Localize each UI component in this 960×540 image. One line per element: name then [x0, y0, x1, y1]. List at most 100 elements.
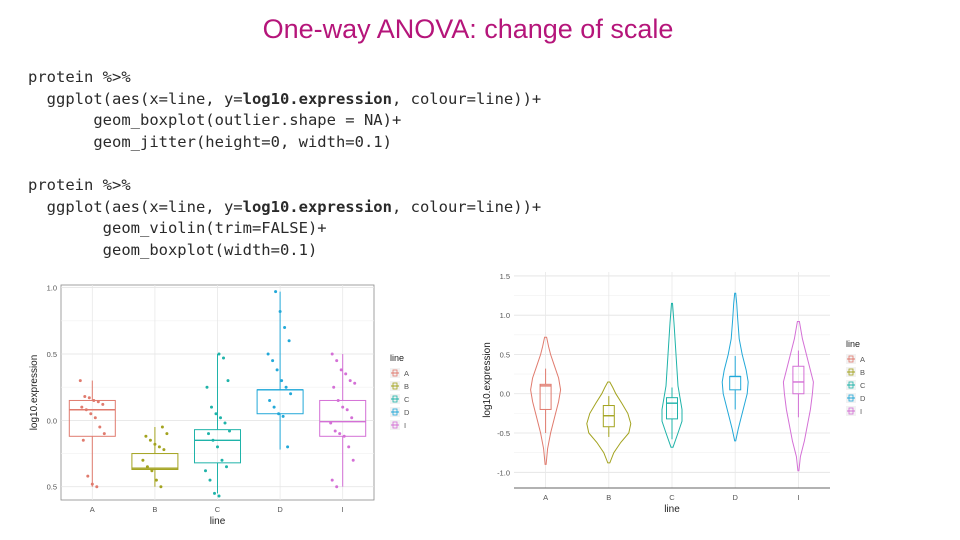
data-point-I — [330, 478, 334, 482]
code-line: ggplot(aes(x=line, y=log10.expression, c… — [28, 197, 542, 216]
y-tick-label: 0.5 — [500, 350, 510, 359]
data-point-A — [81, 438, 85, 442]
data-point-A — [93, 416, 97, 420]
y-tick-label: 0.5 — [47, 350, 57, 359]
data-point-D — [280, 379, 284, 383]
data-point-B — [165, 432, 169, 436]
y-tick-label: 1.0 — [47, 284, 57, 293]
x-tick-label: D — [732, 493, 738, 502]
data-point-A — [89, 412, 93, 416]
legend-key-box-C — [392, 395, 398, 403]
x-tick-label: A — [543, 493, 548, 502]
data-point-A — [101, 402, 105, 406]
data-point-I — [336, 399, 340, 402]
data-point-I — [348, 379, 352, 383]
data-point-C — [216, 445, 219, 449]
legend-key-box-A — [848, 355, 854, 363]
data-point-C — [207, 432, 210, 436]
legend-title: line — [390, 353, 404, 363]
code-line: geom_boxplot(outlier.shape = NA)+ — [28, 111, 402, 129]
legend-key-box-D — [848, 394, 854, 402]
code-line: protein %>% — [28, 68, 131, 86]
data-point-I — [350, 416, 354, 420]
data-point-D — [281, 414, 285, 418]
legend-label-B: B — [860, 368, 865, 377]
data-point-C — [210, 405, 213, 409]
data-point-C — [214, 412, 218, 416]
y-axis-label: log10.expression — [482, 342, 493, 418]
data-point-C — [213, 491, 216, 495]
y-tick-label: -1.0 — [497, 468, 510, 477]
data-point-C — [228, 429, 231, 433]
data-point-I — [351, 458, 355, 462]
data-point-A — [80, 405, 84, 409]
data-point-I — [330, 352, 334, 356]
data-point-I — [339, 368, 343, 372]
box-A — [539, 383, 552, 410]
legend-label-I: I — [404, 421, 406, 430]
data-point-C — [223, 421, 227, 425]
data-point-A — [83, 395, 87, 398]
data-point-C — [217, 352, 221, 356]
data-point-A — [78, 379, 82, 383]
legend-label-D: D — [860, 394, 866, 403]
data-point-B — [157, 445, 161, 449]
legend-key-box-B — [848, 368, 854, 376]
legend-key-box-C — [848, 381, 854, 389]
data-point-I — [333, 429, 337, 433]
box-B — [131, 453, 179, 470]
data-point-A — [90, 482, 94, 486]
x-tick-label: A — [90, 505, 95, 514]
data-point-D — [266, 352, 270, 356]
data-point-B — [154, 478, 158, 482]
data-point-C — [205, 385, 209, 389]
data-point-A — [84, 408, 88, 412]
legend-key-box-B — [392, 382, 398, 390]
data-point-D — [271, 359, 275, 363]
data-point-I — [347, 445, 351, 449]
data-point-D — [277, 412, 281, 416]
data-point-D — [275, 368, 279, 372]
data-point-I — [329, 421, 333, 425]
data-point-A — [98, 425, 102, 429]
data-point-I — [332, 385, 336, 389]
x-axis-label: line — [664, 504, 680, 515]
data-point-B — [160, 425, 164, 429]
data-point-D — [274, 290, 278, 294]
data-point-I — [344, 372, 348, 376]
violin-I — [782, 321, 814, 472]
legend-key-box-I — [392, 421, 398, 429]
x-tick-label: B — [152, 505, 157, 514]
data-point-C — [220, 458, 224, 462]
violin-A — [530, 336, 562, 465]
data-point-C — [225, 465, 228, 469]
code-line: protein %>% — [28, 176, 131, 194]
data-point-D — [268, 399, 272, 402]
data-point-B — [162, 448, 166, 452]
y-tick-label: 0.5 — [47, 483, 57, 492]
data-point-I — [335, 359, 339, 363]
data-point-D — [286, 445, 290, 449]
code-line: ggplot(aes(x=line, y=log10.expression, c… — [28, 89, 542, 108]
box-C — [666, 397, 678, 420]
data-point-A — [102, 432, 106, 436]
data-point-B — [141, 458, 145, 462]
x-tick-label: C — [215, 505, 221, 514]
y-tick-label: 0.0 — [500, 390, 510, 399]
y-tick-label: 0.0 — [47, 416, 57, 425]
data-point-D — [289, 392, 293, 396]
data-point-D — [284, 385, 288, 389]
data-point-C — [208, 478, 212, 482]
x-tick-label: I — [342, 505, 344, 514]
data-point-A — [86, 474, 90, 478]
data-point-B — [150, 469, 154, 473]
data-point-I — [342, 434, 346, 438]
legend-key-box-I — [848, 407, 854, 415]
code-line: geom_violin(trim=FALSE)+ — [28, 219, 327, 237]
y-axis-label: log10.expression — [29, 355, 40, 431]
slide-title: One-way ANOVA: change of scale — [262, 14, 674, 44]
legend-label-I: I — [860, 407, 862, 416]
legend-title: line — [846, 339, 860, 349]
violin-D — [721, 292, 749, 442]
